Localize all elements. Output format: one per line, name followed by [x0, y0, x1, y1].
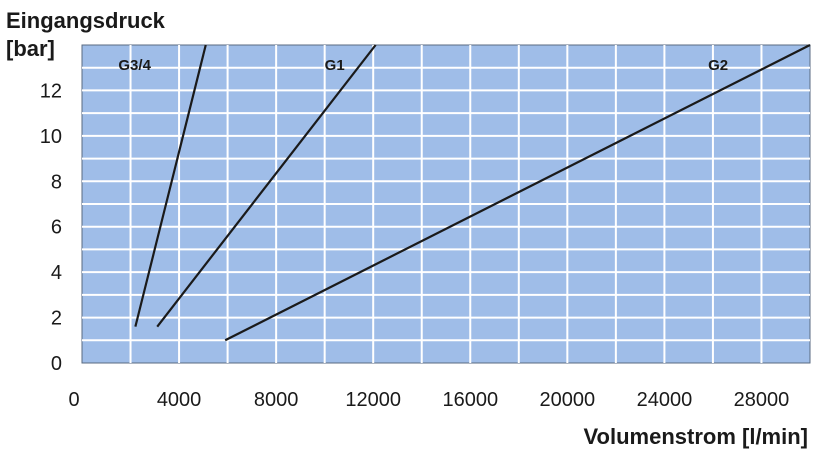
series-label-3: G2: [708, 57, 728, 74]
y-tick-label: 10: [40, 126, 62, 148]
series-label-2: G1: [325, 57, 345, 74]
y-tick-label: 6: [51, 217, 62, 239]
x-tick-label: 8000: [254, 389, 299, 411]
y-tick-label: 8: [51, 171, 62, 193]
x-tick-label: 16000: [442, 389, 498, 411]
y-tick-label: 2: [51, 308, 62, 330]
x-tick-label: 4000: [157, 389, 202, 411]
x-tick-label: 0: [68, 389, 79, 411]
series-line-3: [224, 44, 811, 342]
x-tick-label: 28000: [734, 389, 790, 411]
series-line-1: [134, 44, 207, 327]
y-axis-title-line2: [bar]: [6, 36, 55, 61]
x-tick-label: 24000: [637, 389, 693, 411]
y-tick-label: 4: [51, 262, 62, 284]
y-tick-label: 0: [51, 353, 62, 375]
series-label-1: G3/4: [118, 57, 151, 74]
y-tick-label: 12: [40, 80, 62, 102]
x-tick-label: 12000: [345, 389, 401, 411]
x-tick-label: 20000: [540, 389, 596, 411]
y-axis-title-line1: Eingangsdruck: [6, 8, 166, 33]
x-axis-title: Volumenstrom [l/min]: [584, 424, 809, 449]
series-line-2: [156, 44, 377, 328]
